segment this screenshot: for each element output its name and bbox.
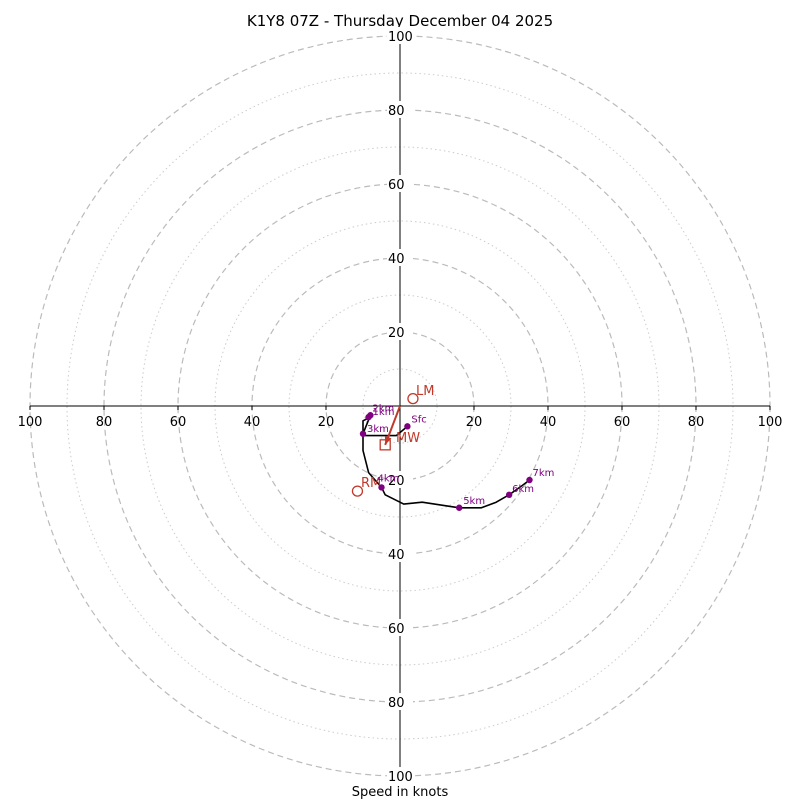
- tick-left-100: 100: [18, 415, 43, 430]
- tick-up-bg-60: [387, 175, 413, 192]
- point-5km: [456, 504, 463, 511]
- point-4km: [378, 484, 385, 491]
- tick-down-80: 80: [388, 696, 405, 711]
- tick-up-80: 80: [388, 104, 405, 119]
- mw-marker: [379, 439, 391, 451]
- tick-up-bg-80: [387, 101, 413, 118]
- chart-title: K1Y8 07Z - Thursday December 04 2025: [247, 12, 553, 30]
- point-3km: [359, 430, 367, 437]
- mw-label: MW: [396, 431, 420, 446]
- tick-up-bg-100: [387, 27, 413, 44]
- tick-down-20: 20: [388, 474, 405, 489]
- rm-marker: [351, 485, 364, 497]
- tick-right-100: 100: [758, 415, 783, 430]
- x-axis-label: Speed in knots: [352, 785, 449, 800]
- point-6km: [505, 491, 513, 498]
- tick-down-bg-60: [387, 619, 413, 636]
- point-label-7km: 7km: [533, 468, 555, 479]
- tick-up-100: 100: [388, 30, 413, 45]
- tick-up-40: 40: [388, 252, 405, 267]
- tick-right-80: 80: [688, 415, 705, 430]
- tick-down-bg-100: [387, 767, 413, 784]
- rm-label: RM: [361, 476, 381, 491]
- tick-up-bg-20: [387, 323, 413, 340]
- point-label-6km: 6km: [512, 484, 534, 495]
- lm-label: LM: [416, 384, 434, 399]
- tick-right-40: 40: [540, 415, 557, 430]
- tick-right-60: 60: [614, 415, 631, 430]
- tick-down-40: 40: [388, 548, 405, 563]
- tick-up-bg-40: [387, 249, 413, 266]
- tick-down-60: 60: [388, 622, 405, 637]
- point-Sfc: [404, 423, 411, 430]
- point-label-3km: 3km: [367, 424, 389, 435]
- tick-down-bg-80: [387, 693, 413, 710]
- point-label-5km: 5km: [463, 496, 485, 507]
- tick-down-bg-40: [387, 545, 413, 562]
- storm-motion-markers: LM RM MW: [351, 384, 434, 497]
- tick-up-20: 20: [388, 326, 405, 341]
- tick-down-100: 100: [388, 770, 413, 785]
- tick-left-60: 60: [170, 415, 187, 430]
- point-label-Sfc: Sfc: [411, 414, 426, 425]
- tick-left-20: 20: [318, 415, 335, 430]
- lm-marker: [407, 392, 419, 405]
- tick-left-40: 40: [244, 415, 261, 430]
- point-7km: [526, 476, 533, 484]
- tick-right-20: 20: [466, 415, 483, 430]
- point-label-1km: 1km: [373, 407, 395, 418]
- point-2km: [367, 412, 374, 419]
- tick-left-80: 80: [96, 415, 113, 430]
- point-label-4km: 4km: [378, 473, 400, 484]
- tick-up-60: 60: [388, 178, 405, 193]
- point-label-2km: 2km: [372, 403, 394, 414]
- tick-labels: 20 20 20 20 40 40 40 40 60 60 60 60 80 80 80 80 100 100 10…: [18, 27, 783, 785]
- tick-down-bg-20: [387, 471, 413, 488]
